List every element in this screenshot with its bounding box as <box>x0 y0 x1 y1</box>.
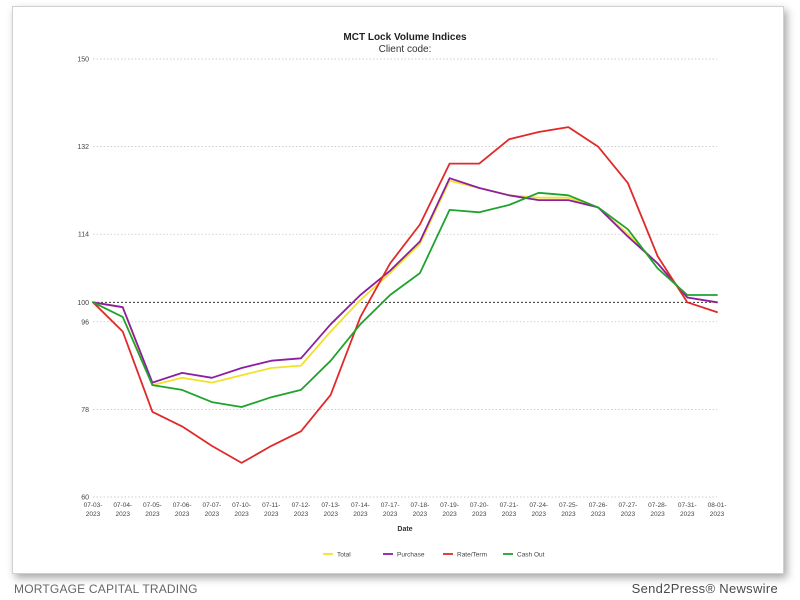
x-tick-label: 07-10- <box>232 502 251 509</box>
y-tick-label: 100 <box>77 300 89 307</box>
x-tick-label-year: 2023 <box>442 511 457 518</box>
x-tick-label: 07-12- <box>292 502 311 509</box>
y-axis-ticks: 60 78 96 100 114 132 150 <box>77 57 89 502</box>
x-tick-label-year: 2023 <box>650 511 665 518</box>
x-tick-label: 07-20- <box>470 502 489 509</box>
y-tick-label: 150 <box>77 57 89 64</box>
x-tick-label: 07-06- <box>173 502 192 509</box>
x-axis-label: Date <box>397 526 412 533</box>
x-tick-label: 08-01- <box>708 502 727 509</box>
x-tick-label: 07-24- <box>529 502 548 509</box>
legend-label: Purchase <box>397 552 425 559</box>
x-axis-ticks: 07-03- 2023 07-04- 2023 07-05- 2023 07-06- 2023… <box>84 502 727 518</box>
legend-label: Rate/Term <box>457 552 487 559</box>
y-tick-label: 60 <box>81 495 89 502</box>
x-tick-label-year: 2023 <box>175 511 190 518</box>
footer-bar: MORTGAGE CAPITAL TRADING Send2Press® New… <box>0 578 800 600</box>
x-tick-label-year: 2023 <box>531 511 546 518</box>
y-tick-label: 96 <box>81 319 89 326</box>
chart-subtitle: Client code: <box>379 44 432 55</box>
legend: Total Purchase Rate/Term Cash Out <box>323 552 545 559</box>
x-tick-label-year: 2023 <box>294 511 309 518</box>
x-tick-label: 07-25- <box>559 502 578 509</box>
x-tick-label-year: 2023 <box>145 511 160 518</box>
x-tick-label-year: 2023 <box>591 511 606 518</box>
series-lines <box>92 126 718 464</box>
x-tick-label-year: 2023 <box>323 511 338 518</box>
x-tick-label-year: 2023 <box>264 511 279 518</box>
y-tick-label: 132 <box>77 144 89 151</box>
x-tick-label: 07-21- <box>500 502 519 509</box>
x-tick-label: 07-31- <box>678 502 697 509</box>
x-tick-label: 07-07- <box>202 502 221 509</box>
x-tick-label-year: 2023 <box>234 511 249 518</box>
legend-label: Total <box>337 552 351 559</box>
series-line-rate-term <box>92 126 718 464</box>
x-tick-label-year: 2023 <box>621 511 636 518</box>
y-tick-label: 78 <box>81 407 89 414</box>
x-tick-label: 07-03- <box>84 502 103 509</box>
chart-title: MCT Lock Volume Indices <box>343 32 467 43</box>
x-tick-label: 07-04- <box>113 502 132 509</box>
x-tick-label-year: 2023 <box>413 511 428 518</box>
footer-newswire: Send2Press® Newswire <box>631 581 778 596</box>
x-tick-label-year: 2023 <box>561 511 576 518</box>
series-line-purchase <box>92 177 718 384</box>
x-tick-label: 07-19- <box>440 502 459 509</box>
x-tick-label-year: 2023 <box>115 511 130 518</box>
x-tick-label-year: 2023 <box>680 511 695 518</box>
x-tick-label: 07-17- <box>381 502 400 509</box>
footer-brand: MORTGAGE CAPITAL TRADING <box>14 582 198 596</box>
x-tick-label-year: 2023 <box>353 511 368 518</box>
chart-frame: MCT Lock Volume Indices Client code: 60 7… <box>12 6 784 574</box>
y-tick-label: 114 <box>78 232 89 239</box>
x-tick-label: 07-18- <box>410 502 429 509</box>
line-chart: MCT Lock Volume Indices Client code: 60 7… <box>77 32 727 559</box>
x-tick-label: 07-14- <box>351 502 370 509</box>
x-tick-label-year: 2023 <box>710 511 725 518</box>
x-tick-label: 07-11- <box>262 502 280 509</box>
legend-label: Cash Out <box>517 552 545 559</box>
x-tick-label-year: 2023 <box>86 511 101 518</box>
x-tick-label-year: 2023 <box>205 511 220 518</box>
grid-lines <box>93 58 717 498</box>
series-line-cash-out <box>92 191 718 408</box>
x-tick-label: 07-05- <box>143 502 162 509</box>
x-tick-label: 07-27- <box>618 502 637 509</box>
x-tick-label-year: 2023 <box>472 511 487 518</box>
x-tick-label: 07-13- <box>321 502 340 509</box>
series-line-total <box>92 179 718 387</box>
x-tick-label: 07-28- <box>648 502 667 509</box>
x-tick-label: 07-26- <box>589 502 608 509</box>
x-tick-label-year: 2023 <box>502 511 517 518</box>
x-tick-label-year: 2023 <box>383 511 398 518</box>
